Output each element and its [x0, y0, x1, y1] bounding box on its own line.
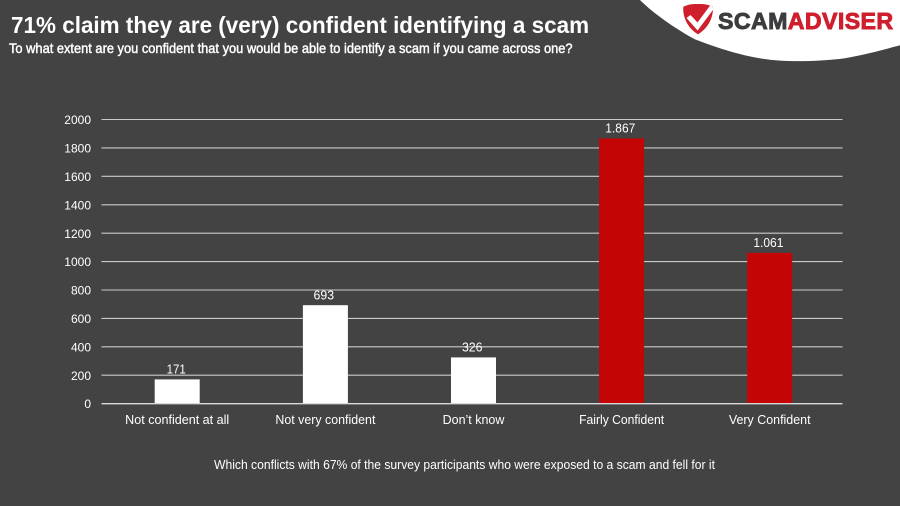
- svg-text:1400: 1400: [64, 198, 91, 212]
- svg-text:Very Confident: Very Confident: [729, 412, 811, 427]
- svg-text:800: 800: [71, 284, 91, 298]
- svg-text:1200: 1200: [64, 227, 91, 241]
- svg-text:200: 200: [71, 369, 91, 383]
- svg-text:Don’t know: Don’t know: [443, 412, 505, 427]
- svg-text:400: 400: [71, 340, 91, 354]
- svg-text:600: 600: [71, 312, 91, 326]
- svg-text:1800: 1800: [64, 142, 91, 156]
- svg-text:1600: 1600: [64, 170, 91, 184]
- svg-text:Fairly Confident: Fairly Confident: [579, 412, 664, 427]
- svg-text:1.061: 1.061: [753, 236, 783, 250]
- svg-text:Not confident at all: Not confident at all: [125, 412, 229, 427]
- svg-text:326: 326: [462, 340, 483, 354]
- svg-text:1.867: 1.867: [605, 122, 635, 136]
- svg-text:Not very confident: Not very confident: [275, 412, 375, 427]
- svg-text:0: 0: [84, 397, 91, 411]
- svg-text:1000: 1000: [64, 255, 91, 269]
- svg-text:693: 693: [314, 288, 335, 302]
- svg-text:171: 171: [167, 363, 186, 377]
- svg-text:2000: 2000: [64, 113, 91, 127]
